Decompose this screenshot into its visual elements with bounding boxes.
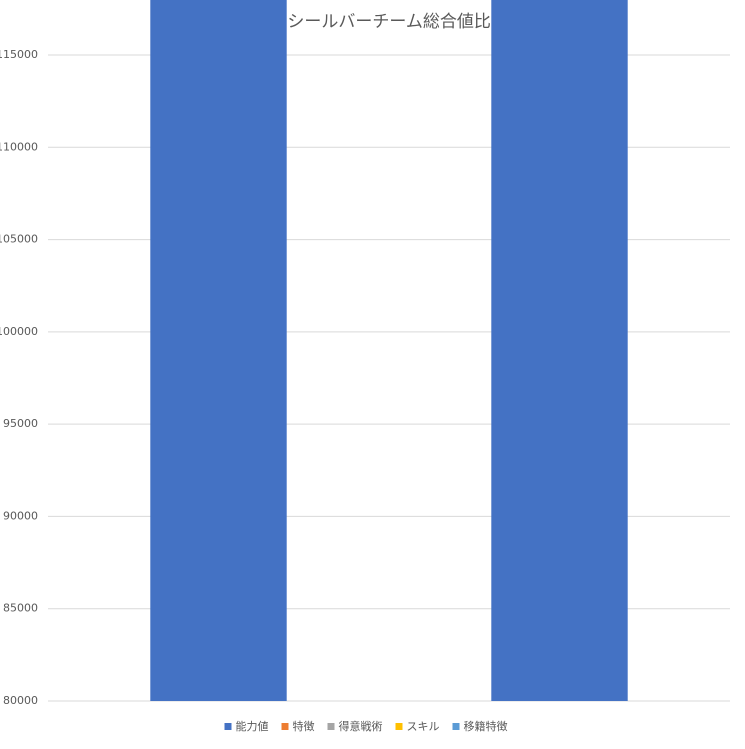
legend-swatch [395,723,403,730]
y-tick-label: 80000 [3,694,38,707]
chart-title: SWCCシールバーチーム総合値比較 [236,12,508,32]
legend-swatch [224,723,232,730]
y-tick-label: 105000 [0,233,38,246]
legend-label: 能力値 [236,719,269,733]
legend-swatch [327,723,335,730]
y-tick-label: 85000 [3,602,38,615]
bar-segment [150,0,287,701]
legend-swatch [452,723,460,730]
y-tick-label: 115000 [0,48,38,61]
y-tick-label: 110000 [0,140,38,153]
y-tick-label: 90000 [3,509,38,522]
legend-label: スキル [407,720,440,733]
y-tick-label: 95000 [3,417,38,430]
bar-segment [491,0,628,701]
legend-label: 得意戦術 [339,719,383,733]
y-tick-label: 100000 [0,325,38,338]
legend-swatch [281,723,289,730]
legend-label: 特徴 [293,719,315,733]
legend-label: 移籍特徴 [464,719,508,733]
